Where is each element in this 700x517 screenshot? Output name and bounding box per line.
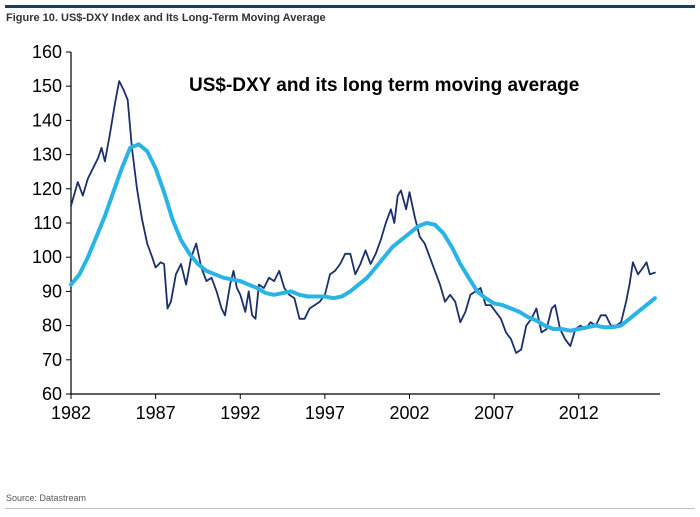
- figure-title: Figure 10. US$-DXY Index and Its Long-Te…: [6, 12, 326, 24]
- chart-annotation: US$-DXY and its long term moving average: [189, 75, 579, 96]
- bottom-rule: [5, 508, 695, 509]
- x-tick-label: 2007: [474, 403, 514, 423]
- series-line-dxy: [70, 80, 656, 354]
- x-tick-label: 1982: [51, 403, 91, 423]
- y-tick-label: 120: [32, 179, 62, 199]
- x-tick-label: 2002: [389, 403, 429, 423]
- y-tick-label: 80: [42, 316, 62, 336]
- x-tick-label: 2012: [559, 403, 599, 423]
- x-tick-label: 1997: [305, 403, 345, 423]
- source-note: Source: Datastream: [6, 493, 87, 503]
- y-tick-label: 90: [42, 281, 62, 301]
- y-tick-label: 110: [33, 213, 62, 233]
- x-tick-label: 1992: [220, 403, 260, 423]
- y-tick-label: 150: [32, 76, 62, 96]
- axes: 60 70 80 90 100 110 120 130 140 150 160 1982 1987 199…: [32, 42, 660, 423]
- y-tick-label: 60: [42, 384, 62, 404]
- y-tick-label: 70: [42, 350, 62, 370]
- top-rule: [5, 5, 695, 8]
- y-tick-label: 100: [32, 247, 62, 267]
- y-tick-label: 160: [32, 42, 62, 62]
- x-tick-label: 1987: [136, 403, 176, 423]
- series-line-moving-average: [69, 142, 657, 333]
- y-tick-label: 130: [32, 145, 62, 165]
- y-tick-label: 140: [32, 110, 62, 130]
- series-layer: [69, 80, 657, 354]
